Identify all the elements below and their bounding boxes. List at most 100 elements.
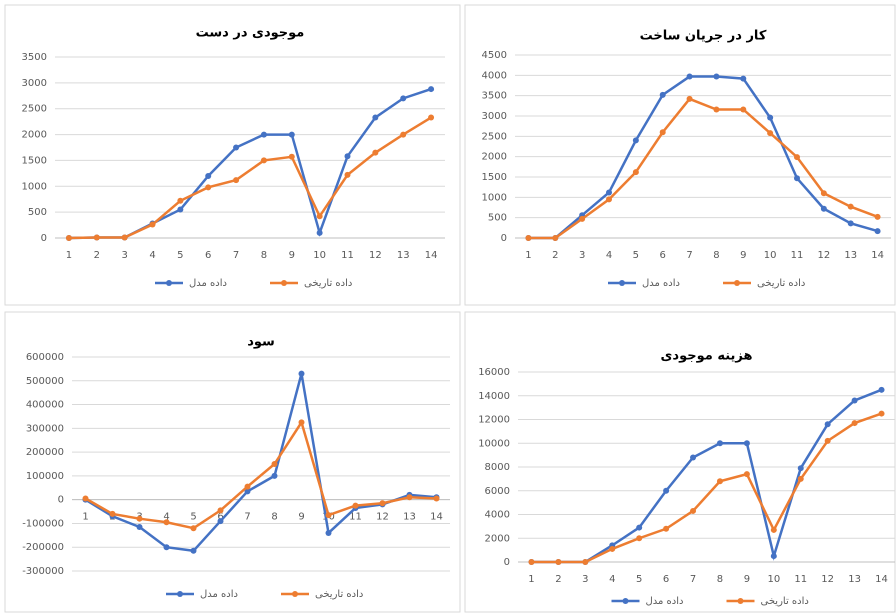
series-line	[68, 116, 432, 240]
series-line	[84, 373, 437, 553]
point	[820, 190, 827, 197]
point	[636, 524, 643, 531]
y-tick-label: 8000	[485, 462, 510, 473]
point	[260, 131, 267, 138]
point	[121, 234, 128, 241]
point	[298, 419, 305, 426]
point	[433, 495, 440, 502]
point	[177, 197, 184, 204]
y-tick-label: -200000	[22, 542, 64, 553]
y-tick-label: 2000	[485, 533, 510, 544]
x-tick-label: 6	[217, 512, 223, 523]
point	[109, 510, 116, 517]
x-tick-label: 2	[552, 250, 558, 261]
y-tick-label: 3000	[482, 111, 507, 122]
point	[824, 437, 831, 444]
point	[428, 86, 435, 93]
legend-marker	[166, 280, 172, 286]
x-tick-label: 8	[713, 250, 719, 261]
point	[190, 525, 197, 532]
point	[797, 475, 804, 482]
legend-label: داده مدل	[642, 278, 680, 289]
point	[163, 544, 170, 551]
y-tick-label: 1000	[482, 192, 507, 203]
x-tick-label: 3	[121, 250, 127, 261]
point	[847, 203, 854, 210]
x-tick-label: 8	[261, 250, 267, 261]
point	[379, 500, 386, 507]
y-tick-label: 3500	[482, 91, 507, 102]
point	[136, 515, 143, 522]
point	[767, 130, 774, 137]
point	[352, 502, 359, 509]
point	[690, 507, 697, 514]
point	[740, 75, 747, 82]
point	[874, 213, 881, 220]
y-tick-label: 300000	[26, 423, 64, 434]
x-tick-label: 10	[313, 250, 326, 261]
point	[579, 215, 586, 222]
point	[372, 149, 379, 156]
x-tick-label: 12	[821, 574, 834, 585]
point	[606, 189, 612, 196]
y-tick-label: 2000	[22, 130, 47, 141]
y-tick-label: 4500	[482, 50, 507, 61]
point	[244, 488, 251, 495]
point	[244, 483, 251, 490]
point	[878, 410, 885, 417]
x-tick-label: 7	[233, 250, 239, 261]
y-tick-label: 0	[501, 233, 507, 244]
x-tick-label: 13	[397, 250, 410, 261]
point	[716, 478, 723, 485]
point	[659, 129, 666, 136]
x-tick-label: 8	[271, 512, 277, 523]
point	[743, 440, 750, 447]
point	[794, 175, 800, 182]
y-tick-label: 6000	[485, 486, 510, 497]
point	[740, 106, 747, 113]
x-tick-label: 4	[149, 250, 155, 261]
x-tick-label: 3	[579, 250, 585, 261]
legend-marker	[619, 280, 625, 286]
point	[874, 228, 881, 235]
point	[298, 370, 305, 377]
x-tick-label: 7	[686, 250, 692, 261]
chart-panel	[4, 311, 461, 613]
x-tick-label: 9	[298, 512, 304, 523]
x-tick-label: 4	[163, 512, 169, 523]
point	[606, 196, 612, 203]
series-line	[531, 412, 882, 564]
y-tick-label: 200000	[26, 447, 64, 458]
x-tick-label: 7	[690, 574, 696, 585]
point	[217, 507, 224, 514]
x-tick-label: 1	[66, 250, 72, 261]
point	[528, 559, 535, 565]
x-tick-label: 11	[349, 512, 362, 523]
series-line	[528, 75, 878, 240]
y-tick-label: 1500	[482, 172, 507, 183]
point	[325, 529, 332, 536]
point	[743, 471, 750, 478]
legend-marker	[737, 598, 744, 604]
x-tick-label: 10	[764, 250, 777, 261]
x-tick-label: 14	[871, 250, 884, 261]
x-tick-label: 10	[767, 574, 780, 585]
point	[847, 220, 854, 227]
y-tick-label: 14000	[478, 391, 510, 402]
legend-label: داده تاریخی	[757, 278, 805, 289]
point	[770, 526, 777, 533]
x-tick-label: 4	[606, 250, 612, 261]
point	[555, 559, 562, 565]
legend-marker	[177, 591, 183, 597]
y-tick-label: 0	[504, 557, 510, 568]
point	[663, 487, 670, 494]
chart-title: موجودی در دست	[196, 26, 305, 41]
point	[149, 221, 156, 228]
x-tick-label: 6	[660, 250, 666, 261]
x-tick-label: 12	[817, 250, 830, 261]
point	[260, 157, 267, 164]
y-tick-label: 1500	[22, 155, 47, 166]
point	[316, 229, 323, 236]
point	[582, 559, 589, 565]
chart-title: سود	[247, 335, 275, 350]
